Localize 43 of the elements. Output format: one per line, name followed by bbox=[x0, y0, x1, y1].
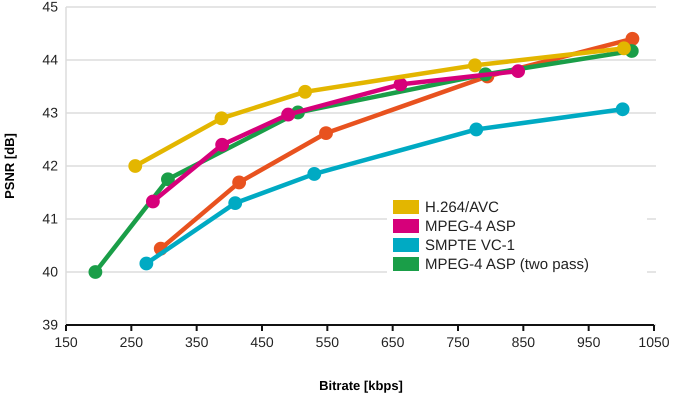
point bbox=[128, 159, 142, 173]
legend-label: MPEG-4 ASP bbox=[425, 218, 516, 235]
x-tick-label: 550 bbox=[316, 334, 340, 350]
x-tick-label: 850 bbox=[512, 334, 536, 350]
legend-label: SMPTE VC-1 bbox=[425, 237, 516, 254]
x-axis-title: Bitrate [kbps] bbox=[319, 378, 403, 393]
point bbox=[319, 126, 333, 140]
point bbox=[394, 77, 408, 92]
x-tick-label: 150 bbox=[54, 334, 78, 350]
y-axis-title: PSNR [dB] bbox=[2, 133, 17, 199]
point bbox=[228, 196, 242, 210]
x-tick-label: 250 bbox=[120, 334, 144, 350]
point bbox=[232, 176, 246, 190]
legend-label: H.264/AVC bbox=[425, 199, 500, 216]
y-tick-label: 43 bbox=[42, 104, 58, 120]
point bbox=[215, 138, 230, 152]
y-tick-label: 39 bbox=[42, 316, 58, 332]
point bbox=[617, 41, 631, 56]
point bbox=[139, 256, 154, 270]
y-tick-label: 44 bbox=[42, 51, 58, 68]
y-tick-label: 40 bbox=[42, 263, 58, 280]
point bbox=[214, 111, 228, 126]
x-tick-label: 450 bbox=[250, 334, 274, 350]
point bbox=[511, 64, 526, 78]
x-tick-label: 950 bbox=[576, 334, 601, 350]
x-tick-label: 750 bbox=[446, 334, 470, 350]
point bbox=[626, 32, 640, 46]
point bbox=[468, 58, 482, 72]
y-tick-label: 45 bbox=[42, 0, 58, 14]
point bbox=[469, 122, 484, 136]
legend-label: MPEG-4 ASP (two pass) bbox=[425, 256, 589, 273]
x-tick-label: 1050 bbox=[638, 334, 670, 350]
x-tick-label: 650 bbox=[380, 334, 405, 350]
y-tick-label: 42 bbox=[42, 157, 58, 174]
y-tick-label: 41 bbox=[42, 210, 58, 226]
point bbox=[616, 102, 630, 116]
point bbox=[161, 172, 175, 186]
x-tick-label: 350 bbox=[184, 334, 209, 350]
point bbox=[281, 108, 296, 122]
point bbox=[298, 84, 312, 99]
point bbox=[88, 265, 102, 279]
point bbox=[307, 167, 322, 181]
point bbox=[146, 194, 160, 208]
